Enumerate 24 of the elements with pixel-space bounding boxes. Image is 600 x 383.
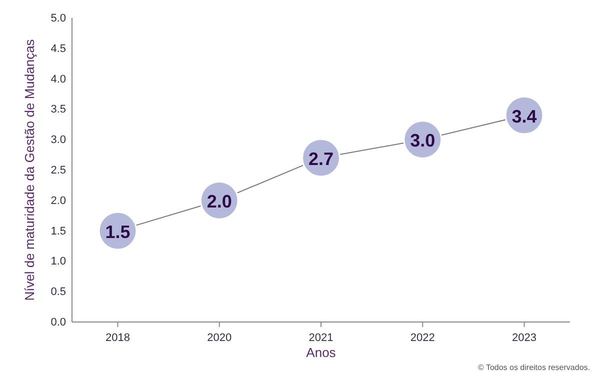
y-tick-label: 4.5 <box>50 42 66 55</box>
x-tick-label: 2018 <box>105 332 130 344</box>
y-tick-label: 3.0 <box>50 134 66 146</box>
x-axis-title: Anos <box>306 345 336 360</box>
y-tick-label: 0.0 <box>50 316 66 329</box>
y-tick-label: 1.0 <box>50 256 66 268</box>
data-label: 2.7 <box>308 148 334 169</box>
x-tick-label: 2023 <box>512 332 537 344</box>
text: © Todos os direitos reservados. <box>478 363 590 372</box>
x-tick-label: 2022 <box>410 332 435 344</box>
y-tick-label: 1.5 <box>50 225 66 238</box>
data-label: 3.4 <box>512 106 537 126</box>
x-tick-label: 2020 <box>207 332 232 344</box>
y-tick-label: 2.0 <box>50 194 66 207</box>
x-tick-label: 2021 <box>308 332 334 344</box>
y-tick-label: 2.5 <box>50 164 66 177</box>
data-label: 3.0 <box>410 130 436 151</box>
y-tick-label: 0.5 <box>50 286 66 298</box>
data-label: 1.5 <box>105 222 130 242</box>
y-axis-title: Nível de maturidade da Gestão de Mudanças <box>22 38 37 301</box>
y-tick-label: 4.0 <box>50 73 66 86</box>
y-tick-label: 3.5 <box>50 104 66 116</box>
data-label: 2.0 <box>206 191 232 212</box>
y-tick-label: 5.0 <box>50 12 66 25</box>
